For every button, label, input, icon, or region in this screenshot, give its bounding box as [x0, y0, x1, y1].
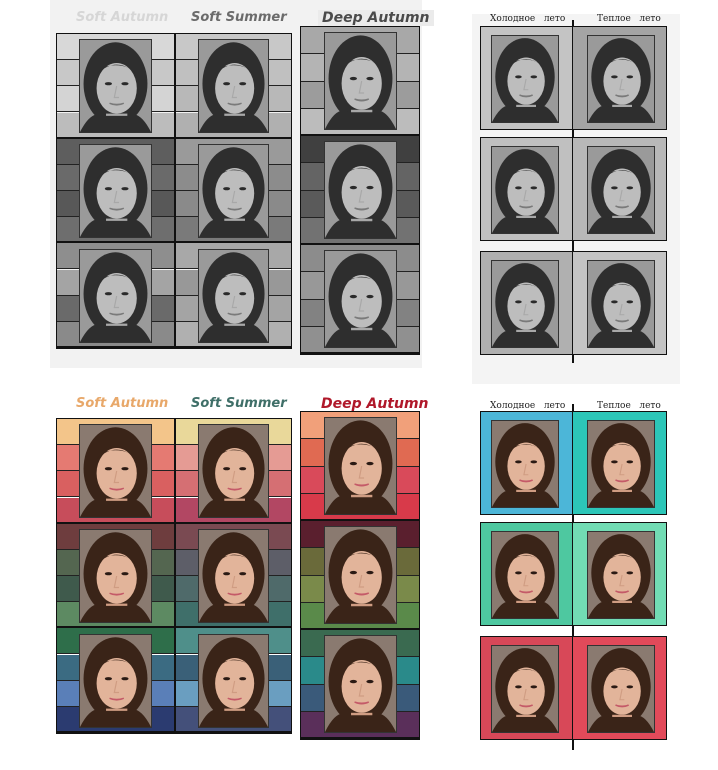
portrait-photo	[324, 250, 397, 348]
portrait-photo	[491, 420, 559, 508]
comparison-cell-right	[572, 26, 667, 130]
portrait-photo	[491, 645, 559, 733]
palette-column-soft-autumn	[56, 418, 175, 734]
season-label-deep-autumn: Deep Autumn	[318, 10, 434, 26]
palette-column-soft-summer	[175, 418, 292, 734]
comparison-cell-left	[480, 411, 575, 515]
portrait-photo	[198, 529, 269, 623]
portrait-photo	[324, 32, 397, 130]
portrait-photo	[79, 424, 152, 518]
comparison-cell-left	[480, 522, 575, 626]
season-label-soft-summer: Soft Summer	[191, 396, 287, 411]
portrait-photo	[198, 39, 269, 133]
comparison-cell-right	[572, 636, 667, 740]
palette-column-deep-autumn	[300, 26, 420, 355]
portrait-photo	[587, 420, 655, 508]
palette-column-soft-summer	[175, 33, 292, 349]
portrait-photo	[324, 526, 397, 624]
portrait-photo	[491, 531, 559, 619]
header-warm-summer: Теплое лето	[597, 14, 661, 24]
portrait-photo	[491, 35, 559, 123]
portrait-photo	[79, 529, 152, 623]
season-label-soft-summer: Soft Summer	[191, 10, 287, 25]
comparison-cell-left	[480, 636, 575, 740]
comparison-cell-right	[572, 251, 667, 355]
portrait-photo	[491, 146, 559, 234]
portrait-photo	[491, 260, 559, 348]
header-cold-summer: Холодное лето	[490, 401, 566, 411]
portrait-photo	[198, 249, 269, 343]
portrait-photo	[324, 635, 397, 733]
palette-column-deep-autumn	[300, 411, 420, 740]
comparison-cell-right	[572, 411, 667, 515]
portrait-photo	[587, 645, 655, 733]
palette-column-soft-autumn	[56, 33, 175, 349]
portrait-photo	[79, 144, 152, 238]
portrait-photo	[324, 141, 397, 239]
portrait-photo	[198, 424, 269, 518]
portrait-photo	[324, 417, 397, 515]
portrait-photo	[587, 35, 655, 123]
header-cold-summer: Холодное лето	[490, 14, 566, 24]
comparison-cell-left	[480, 137, 575, 241]
comparison-cell-left	[480, 26, 575, 130]
season-label-soft-autumn: Soft Autumn	[76, 396, 169, 411]
season-label-deep-autumn: Deep Autumn	[321, 396, 429, 412]
header-warm-summer: Теплое лето	[597, 401, 661, 411]
comparison-cell-right	[572, 522, 667, 626]
portrait-photo	[79, 634, 152, 728]
comparison-cell-left	[480, 251, 575, 355]
portrait-photo	[587, 146, 655, 234]
portrait-photo	[198, 144, 269, 238]
portrait-photo	[198, 634, 269, 728]
portrait-photo	[587, 531, 655, 619]
portrait-photo	[79, 39, 152, 133]
portrait-photo	[79, 249, 152, 343]
season-label-soft-autumn: Soft Autumn	[76, 10, 169, 25]
comparison-cell-right	[572, 137, 667, 241]
portrait-photo	[587, 260, 655, 348]
